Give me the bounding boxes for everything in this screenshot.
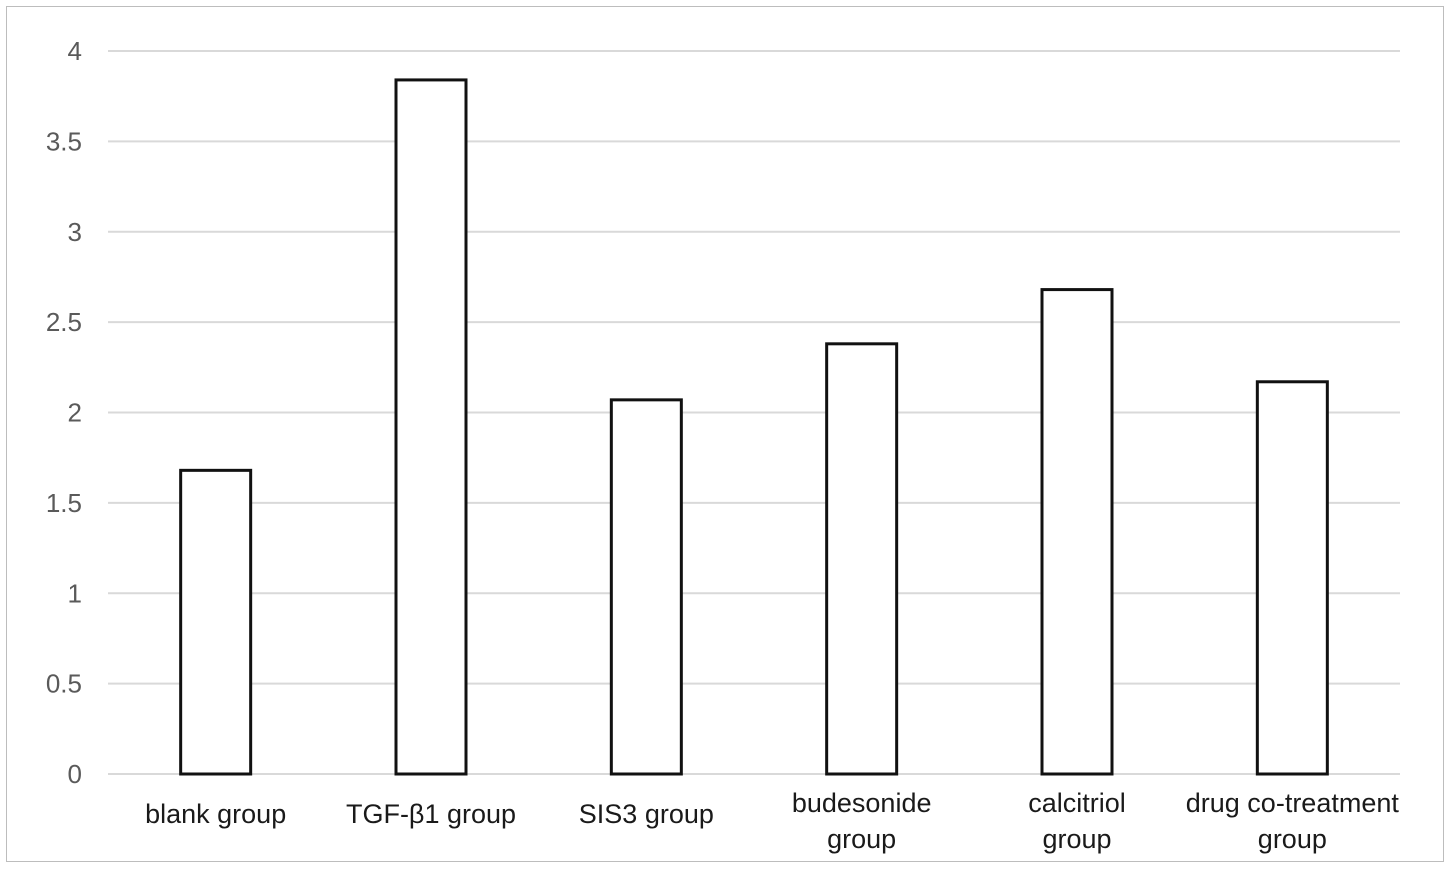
y-tick-label: 2 — [68, 398, 82, 428]
y-tick-label: 0.5 — [46, 669, 82, 699]
y-tick-label: 4 — [68, 36, 82, 66]
bar — [1040, 288, 1114, 776]
x-tick-label: drug co-treatment — [1186, 788, 1400, 818]
bar — [609, 398, 683, 776]
y-tick-label: 3 — [68, 217, 82, 247]
bar — [1255, 380, 1329, 776]
y-tick-label: 0 — [68, 759, 82, 789]
gridlines — [108, 50, 1400, 775]
bar — [825, 342, 899, 776]
bar — [394, 78, 468, 776]
x-tick-label: blank group — [145, 799, 286, 829]
y-tick-label: 1 — [68, 578, 82, 608]
x-tick-label: calcitriol — [1028, 788, 1126, 818]
y-tick-label: 2.5 — [46, 307, 82, 337]
x-tick-label: group — [827, 824, 896, 854]
bars — [179, 78, 1329, 776]
y-tick-label: 1.5 — [46, 488, 82, 518]
x-tick-label: SIS3 group — [579, 799, 714, 829]
y-axis-ticks: 0 0.5 1 1.5 2 2.5 3 3.5 4 — [46, 36, 82, 789]
x-axis-labels: blank group TGF-β1 group SIS3 group budeson… — [145, 788, 1399, 854]
y-tick-label: 3.5 — [46, 126, 82, 156]
bar — [179, 468, 253, 776]
x-tick-label: group — [1042, 824, 1111, 854]
x-tick-label: budesonide — [792, 788, 932, 818]
x-tick-label: TGF-β1 group — [346, 799, 516, 829]
x-tick-label: group — [1258, 824, 1327, 854]
